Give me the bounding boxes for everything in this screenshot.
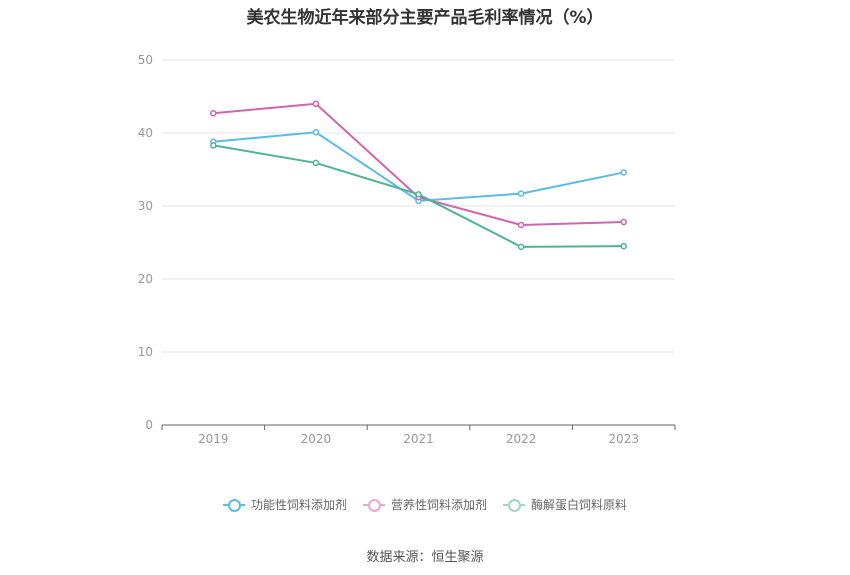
data-source: 数据来源：恒生聚源: [366, 550, 484, 565]
series-3: [210, 142, 627, 251]
y-tick-label: 30: [138, 199, 153, 213]
data-point[interactable]: [517, 190, 525, 197]
y-tick-label: 0: [145, 418, 153, 432]
y-tick-label: 10: [138, 345, 153, 359]
legend-marker-icon: [362, 498, 385, 512]
series-2: [210, 100, 627, 229]
series-group: [210, 100, 627, 251]
data-point[interactable]: [210, 110, 217, 117]
legend-marker-icon: [503, 498, 525, 512]
series-line: [213, 131, 624, 202]
x-axis-ticks: 2019 2020 2021 2022 2023: [161, 425, 676, 446]
data-point[interactable]: [415, 191, 422, 198]
data-point[interactable]: [620, 218, 627, 226]
grid-lines: [162, 59, 675, 353]
legend: 功能性饲料添加剂 营养性饲料添加剂 酶解蛋白饲料原料: [0, 496, 850, 513]
legend-label: 功能性饲料添加剂: [250, 498, 347, 512]
legend-marker-icon: [222, 498, 245, 512]
series-line: [213, 102, 624, 226]
x-tick-label: 2019: [198, 432, 229, 446]
legend-item-nutritional[interactable]: 营养性饲料添加剂: [362, 496, 487, 513]
legend-label: 营养性饲料添加剂: [390, 498, 487, 512]
legend-item-functional[interactable]: 功能性饲料添加剂: [222, 496, 347, 513]
data-point[interactable]: [312, 159, 320, 167]
y-axis-ticks: 0 10 20 30 40 50: [138, 53, 153, 432]
y-tick-label: 20: [138, 272, 153, 286]
data-point[interactable]: [620, 169, 627, 176]
x-tick-label: 2022: [506, 432, 537, 446]
data-point[interactable]: [620, 242, 627, 250]
x-tick-label: 2021: [403, 432, 434, 446]
data-point[interactable]: [210, 142, 217, 149]
chart-title: 美农生物近年来部分主要产品毛利率情况（%）: [246, 8, 604, 28]
data-point[interactable]: [517, 243, 525, 251]
legend-label: 酶解蛋白饲料原料: [531, 498, 628, 512]
x-tick-label: 2020: [301, 432, 332, 446]
x-tick-label: 2023: [608, 432, 639, 446]
y-tick-label: 40: [138, 126, 153, 140]
legend-item-enzymatic[interactable]: 酶解蛋白饲料原料: [503, 496, 627, 513]
data-point[interactable]: [312, 129, 320, 136]
data-point[interactable]: [517, 221, 525, 229]
y-tick-label: 50: [138, 53, 153, 67]
data-point[interactable]: [312, 100, 320, 108]
